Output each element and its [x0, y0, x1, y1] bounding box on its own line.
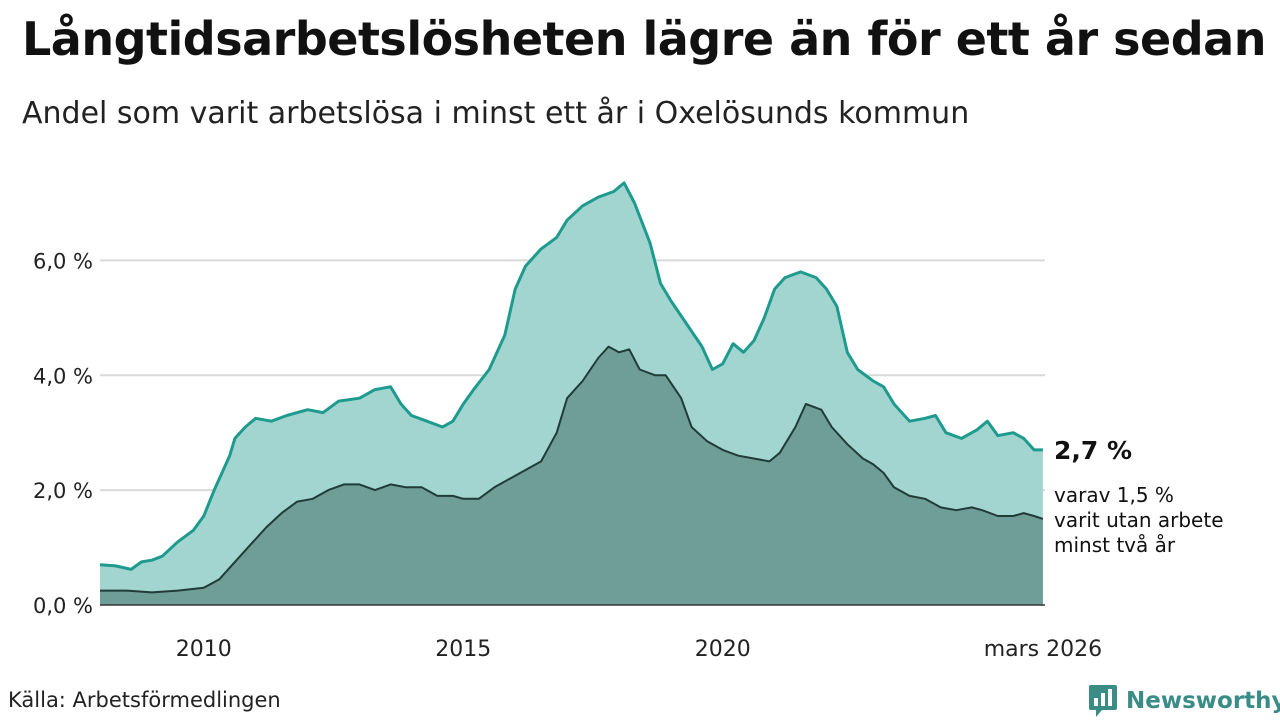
newsworthy-logo-icon: [1089, 685, 1117, 717]
x-tick-label: 2020: [695, 637, 751, 662]
brand-name: Newsworthy: [1126, 688, 1280, 714]
chart-title: Långtidsarbetslösheten lägre än för ett …: [22, 12, 1266, 66]
x-tick-label: 2010: [176, 637, 232, 662]
lower-value-line: varav 1,5 %: [1054, 483, 1174, 507]
source-note: Källa: Arbetsförmedlingen: [8, 688, 281, 712]
y-tick-label: 2,0 %: [33, 479, 93, 503]
y-tick-label: 0,0 %: [33, 594, 93, 618]
series-upper-line: [99, 181, 1043, 571]
x-tick-label: mars 2026: [984, 637, 1102, 662]
x-tick-label: 2015: [435, 637, 491, 662]
lower-value-label: varav 1,5 % varit utan arbete minst två år: [1054, 483, 1224, 557]
lower-value-line: varit utan arbete: [1054, 508, 1224, 532]
y-tick-label: 6,0 %: [33, 249, 93, 273]
lower-value-line: minst två år: [1054, 533, 1176, 557]
series-lower-area: [100, 346, 1043, 605]
x-axis-labels: 2010 2015 2020 mars 2026: [176, 637, 1102, 662]
y-axis-labels: 0,0 % 2,0 % 4,0 % 6,0 %: [33, 249, 93, 618]
series-lower-line: [100, 345, 1044, 594]
upper-value-label: 2,7 %: [1054, 436, 1132, 465]
chart-subtitle: Andel som varit arbetslösa i minst ett å…: [22, 96, 970, 131]
y-tick-label: 4,0 %: [33, 364, 93, 388]
brand-logo: Newsworthy: [1088, 684, 1280, 718]
